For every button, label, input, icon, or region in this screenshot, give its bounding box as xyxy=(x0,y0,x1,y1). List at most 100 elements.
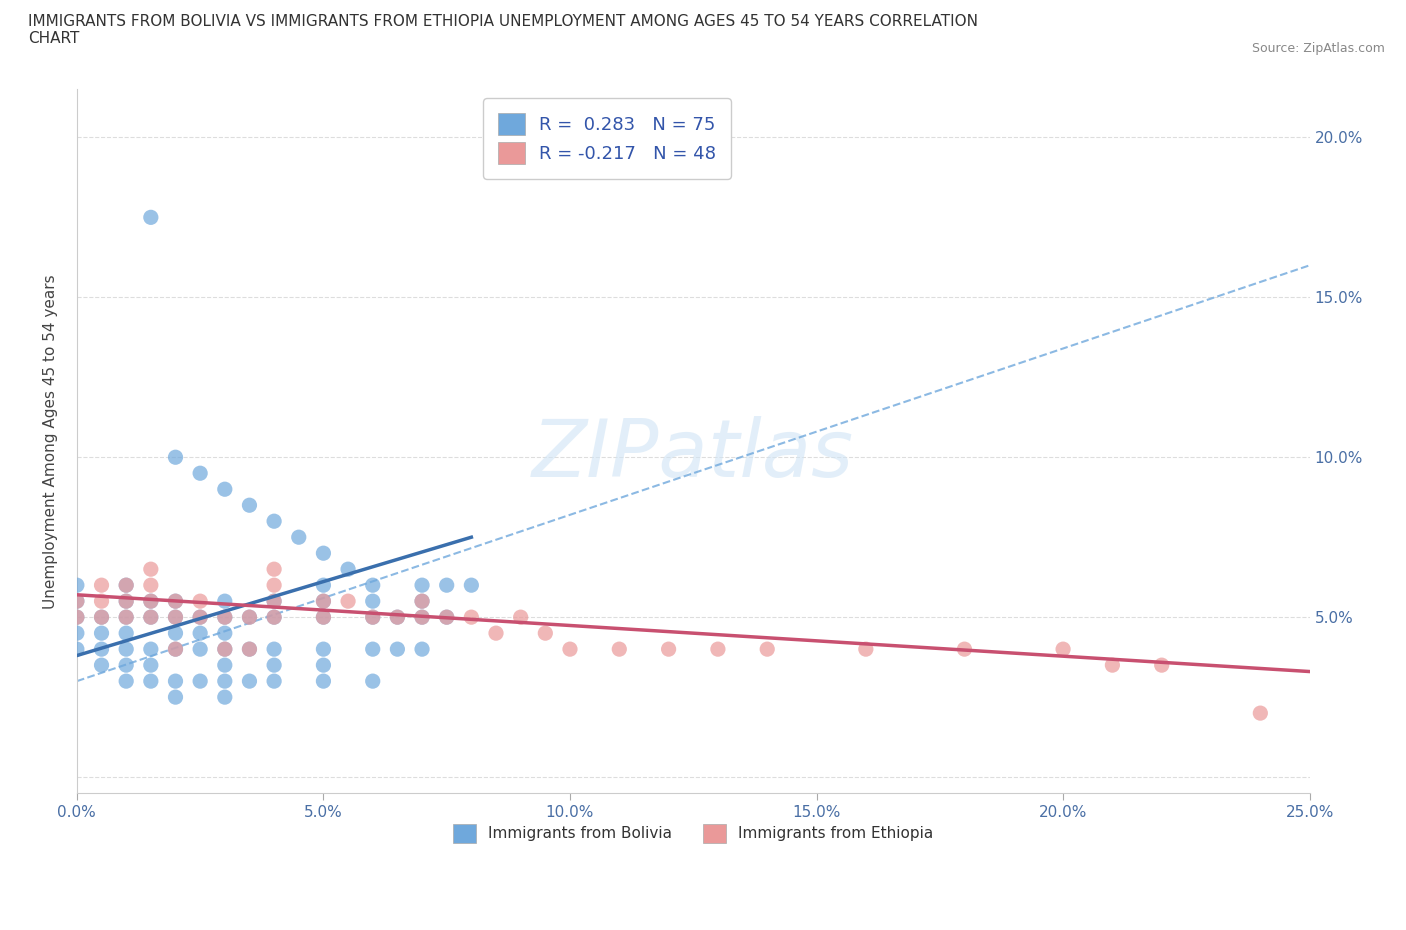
Point xyxy=(139,673,162,688)
Point xyxy=(139,610,162,625)
Point xyxy=(165,450,187,465)
Y-axis label: Unemployment Among Ages 45 to 54 years: Unemployment Among Ages 45 to 54 years xyxy=(44,274,58,608)
Point xyxy=(90,593,112,608)
Point xyxy=(165,610,187,625)
Point xyxy=(139,593,162,608)
Point xyxy=(361,673,384,688)
Point xyxy=(436,578,458,592)
Point xyxy=(139,593,162,608)
Point xyxy=(238,498,260,512)
Point xyxy=(90,610,112,625)
Point xyxy=(188,642,211,657)
Point xyxy=(411,610,433,625)
Point xyxy=(214,626,236,641)
Point xyxy=(436,610,458,625)
Point xyxy=(115,578,138,592)
Point xyxy=(165,593,187,608)
Point xyxy=(238,642,260,657)
Point xyxy=(312,610,335,625)
Point xyxy=(165,610,187,625)
Point xyxy=(165,642,187,657)
Point xyxy=(115,593,138,608)
Point xyxy=(436,610,458,625)
Point xyxy=(263,593,285,608)
Point xyxy=(263,513,285,528)
Point xyxy=(115,578,138,592)
Point xyxy=(115,610,138,625)
Point xyxy=(337,593,360,608)
Point xyxy=(188,626,211,641)
Point xyxy=(312,610,335,625)
Point xyxy=(312,642,335,657)
Point xyxy=(165,593,187,608)
Point xyxy=(165,690,187,705)
Point xyxy=(66,593,89,608)
Point xyxy=(534,626,557,641)
Point xyxy=(263,673,285,688)
Point xyxy=(214,690,236,705)
Point xyxy=(90,610,112,625)
Point xyxy=(263,610,285,625)
Point xyxy=(139,210,162,225)
Point xyxy=(1249,706,1271,721)
Point xyxy=(411,610,433,625)
Point xyxy=(509,610,531,625)
Point xyxy=(115,658,138,672)
Point xyxy=(188,593,211,608)
Point xyxy=(66,610,89,625)
Point xyxy=(139,610,162,625)
Point xyxy=(263,610,285,625)
Legend: Immigrants from Bolivia, Immigrants from Ethiopia: Immigrants from Bolivia, Immigrants from… xyxy=(447,817,939,849)
Point xyxy=(139,642,162,657)
Point xyxy=(1150,658,1173,672)
Point xyxy=(263,642,285,657)
Point xyxy=(263,593,285,608)
Point xyxy=(214,658,236,672)
Point xyxy=(238,673,260,688)
Point xyxy=(312,593,335,608)
Point xyxy=(188,610,211,625)
Point xyxy=(361,642,384,657)
Point xyxy=(139,658,162,672)
Point xyxy=(658,642,681,657)
Point xyxy=(312,673,335,688)
Point xyxy=(361,610,384,625)
Point xyxy=(287,530,309,545)
Point xyxy=(411,642,433,657)
Point xyxy=(312,578,335,592)
Point xyxy=(607,642,630,657)
Point xyxy=(312,593,335,608)
Point xyxy=(263,658,285,672)
Point xyxy=(66,610,89,625)
Point xyxy=(387,642,409,657)
Point xyxy=(214,482,236,497)
Point xyxy=(214,673,236,688)
Point xyxy=(165,642,187,657)
Point xyxy=(115,673,138,688)
Point xyxy=(312,546,335,561)
Point xyxy=(411,593,433,608)
Point xyxy=(66,578,89,592)
Point xyxy=(214,610,236,625)
Point xyxy=(337,562,360,577)
Point xyxy=(214,642,236,657)
Point xyxy=(139,562,162,577)
Point xyxy=(387,610,409,625)
Point xyxy=(411,578,433,592)
Text: Source: ZipAtlas.com: Source: ZipAtlas.com xyxy=(1251,42,1385,55)
Text: IMMIGRANTS FROM BOLIVIA VS IMMIGRANTS FROM ETHIOPIA UNEMPLOYMENT AMONG AGES 45 T: IMMIGRANTS FROM BOLIVIA VS IMMIGRANTS FR… xyxy=(28,14,979,46)
Point xyxy=(1052,642,1074,657)
Point xyxy=(214,593,236,608)
Point xyxy=(361,610,384,625)
Point xyxy=(66,593,89,608)
Point xyxy=(361,578,384,592)
Point xyxy=(165,673,187,688)
Point xyxy=(90,658,112,672)
Point xyxy=(214,642,236,657)
Point xyxy=(115,642,138,657)
Point xyxy=(387,610,409,625)
Point xyxy=(139,578,162,592)
Point xyxy=(707,642,730,657)
Point xyxy=(90,578,112,592)
Point xyxy=(115,610,138,625)
